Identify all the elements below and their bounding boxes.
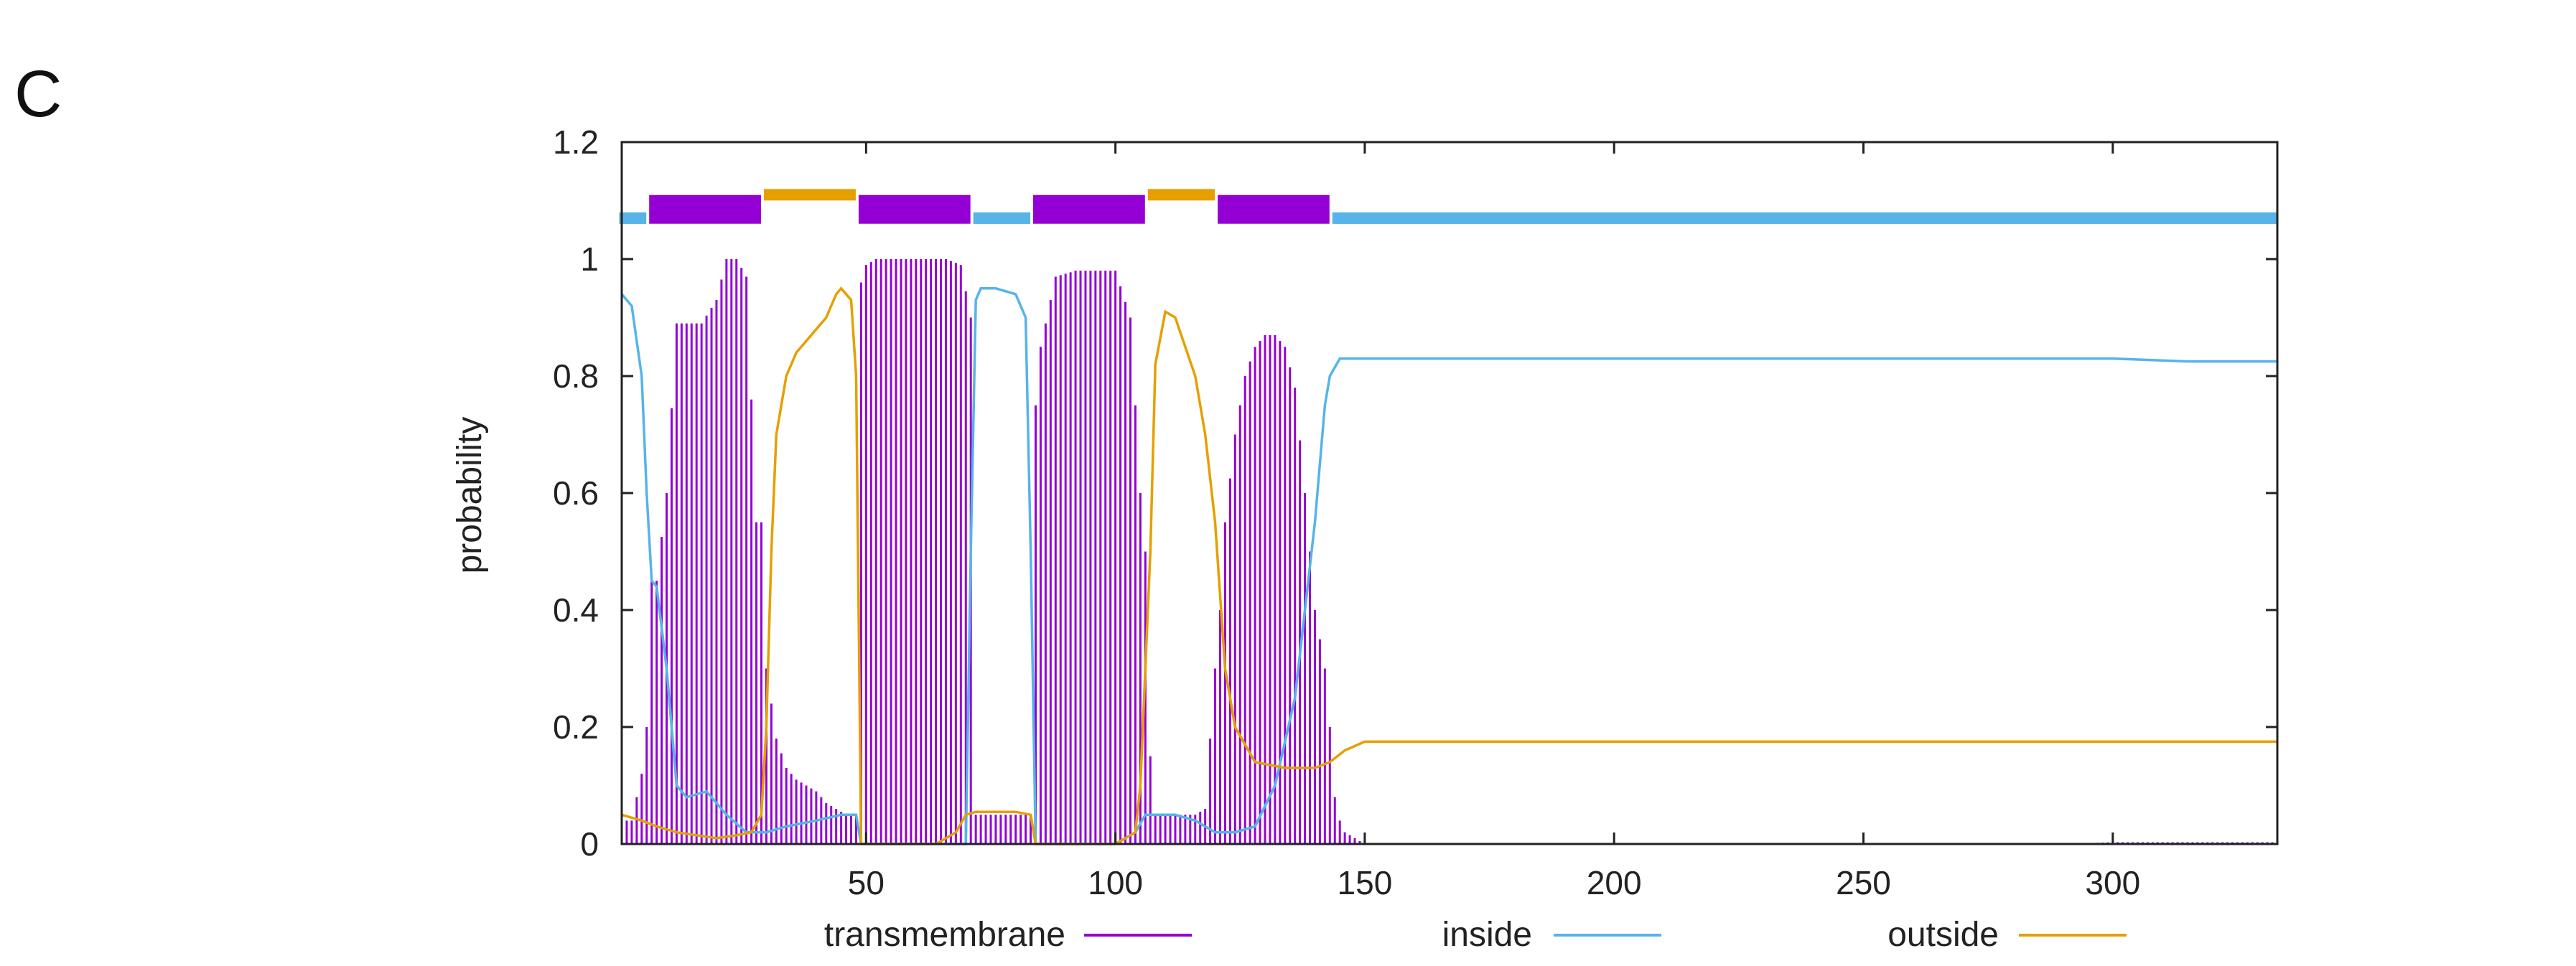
y-tick-label: 0.4 bbox=[553, 591, 599, 629]
probability-lines bbox=[620, 286, 2277, 845]
legend: transmembrane inside outside bbox=[824, 916, 2127, 954]
x-tick-label: 200 bbox=[1587, 864, 1642, 901]
topology-inside-segment bbox=[619, 212, 647, 224]
topology-transmembrane-segment bbox=[1218, 194, 1330, 224]
transmembrane-impulses bbox=[620, 259, 2279, 844]
legend-label-outside: outside bbox=[1887, 916, 1999, 954]
topology-transmembrane-segment bbox=[858, 194, 971, 224]
topology-inside-segment bbox=[1332, 212, 2277, 224]
topology-track bbox=[619, 189, 2277, 224]
legend-label-inside: inside bbox=[1442, 916, 1532, 954]
axis-ticks: 0 0.2 0.4 0.6 0.8 1 1.2 50 100 150 200 250 300 bbox=[553, 123, 2277, 901]
topology-outside-segment bbox=[763, 189, 856, 201]
legend-label-transmembrane: transmembrane bbox=[824, 916, 1065, 954]
y-tick-label: 0.8 bbox=[553, 357, 599, 395]
topology-inside-segment bbox=[973, 212, 1031, 224]
y-tick-label: 0 bbox=[580, 825, 599, 863]
panel-label: C bbox=[14, 57, 62, 131]
y-tick-label: 0.2 bbox=[553, 708, 599, 746]
topology-transmembrane-segment bbox=[1033, 194, 1145, 224]
topology-transmembrane-segment bbox=[649, 194, 761, 224]
y-tick-label: 1.2 bbox=[553, 123, 599, 161]
x-tick-label: 100 bbox=[1088, 864, 1143, 901]
y-axis-label: probability bbox=[451, 417, 489, 574]
inside-line bbox=[620, 287, 2277, 845]
x-tick-label: 150 bbox=[1338, 864, 1393, 901]
x-tick-label: 300 bbox=[2085, 864, 2140, 901]
x-tick-label: 50 bbox=[848, 864, 885, 901]
topology-outside-segment bbox=[1147, 189, 1215, 201]
y-tick-label: 1 bbox=[580, 240, 599, 278]
outside-line bbox=[621, 286, 2277, 845]
y-tick-label: 0.6 bbox=[553, 474, 599, 512]
x-tick-label: 250 bbox=[1836, 864, 1891, 901]
